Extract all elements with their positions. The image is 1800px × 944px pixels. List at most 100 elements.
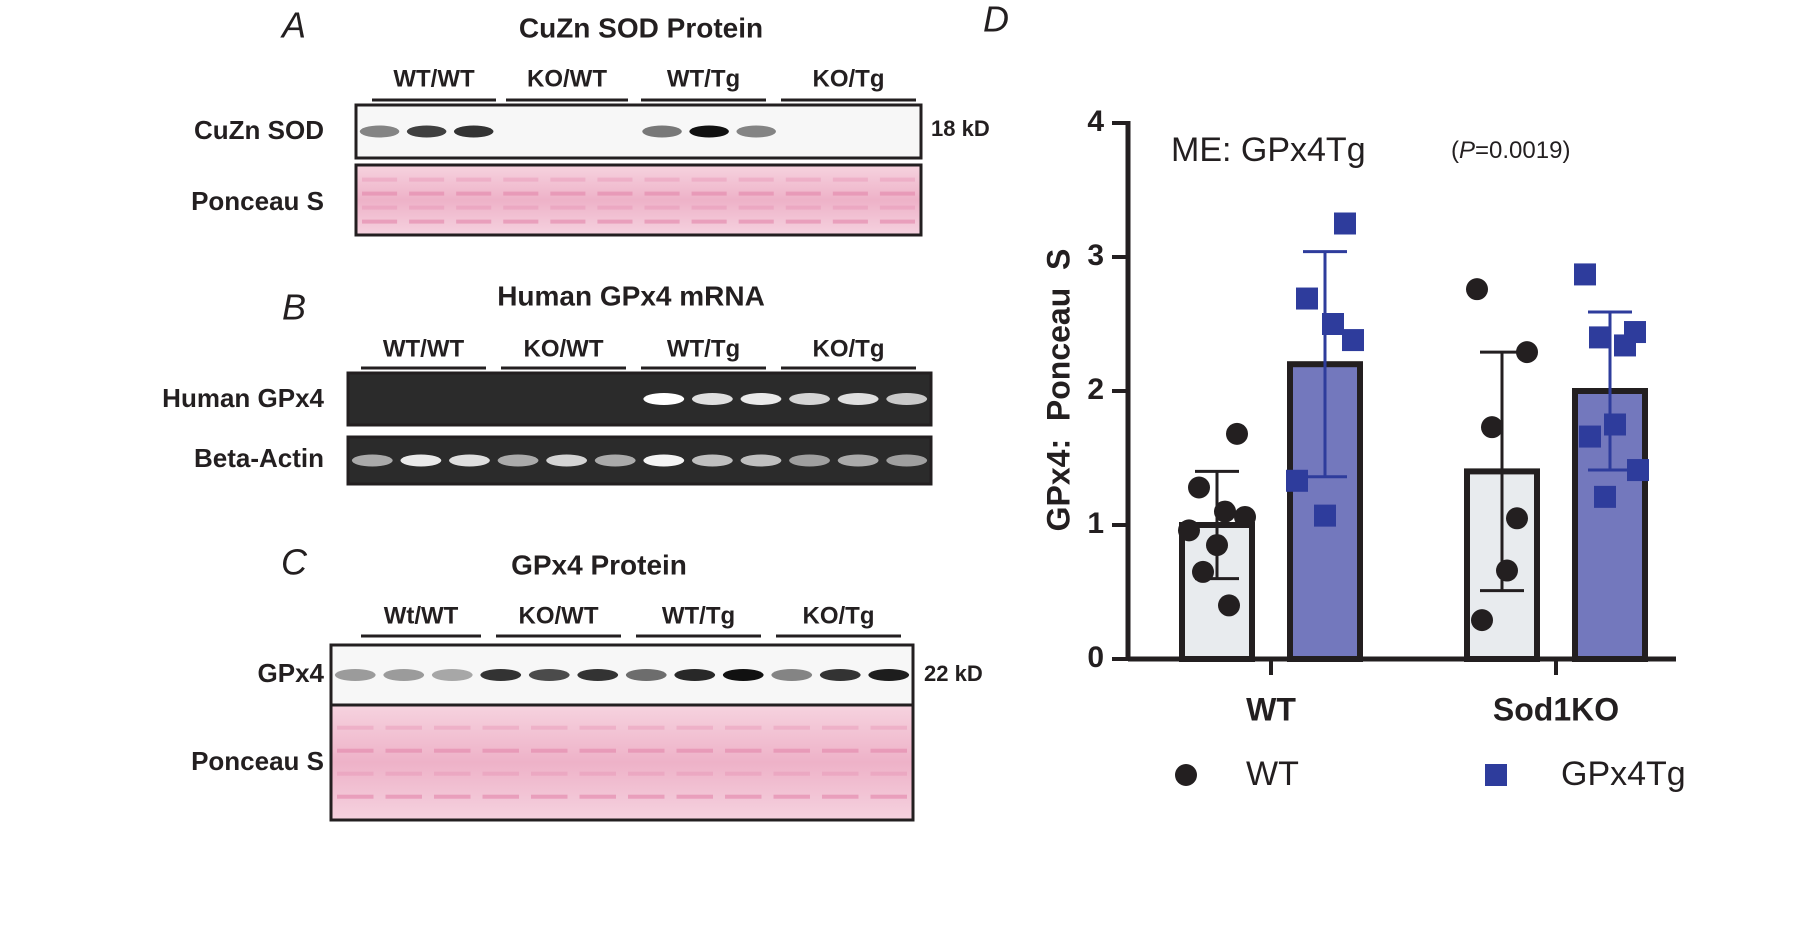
ponceau-band bbox=[785, 219, 821, 224]
band bbox=[643, 454, 685, 467]
data-point bbox=[1206, 534, 1228, 557]
ponceau-band bbox=[503, 205, 539, 210]
group-label: WT/WT bbox=[393, 65, 475, 92]
data-point bbox=[1604, 413, 1626, 436]
ponceau-band bbox=[385, 794, 422, 799]
ponceau-band bbox=[644, 177, 680, 182]
band bbox=[886, 393, 928, 405]
blot bbox=[354, 163, 923, 237]
band bbox=[480, 669, 522, 681]
band bbox=[594, 454, 636, 467]
group-label: Wt/WT bbox=[384, 602, 459, 629]
data-point bbox=[1471, 609, 1493, 632]
data-point bbox=[1218, 594, 1240, 617]
ponceau-band bbox=[597, 191, 633, 196]
panel-letter: B bbox=[282, 287, 306, 328]
panel-letter: C bbox=[281, 542, 308, 583]
ponceau-band bbox=[822, 794, 859, 799]
y-tick-label: 4 bbox=[1087, 105, 1104, 138]
ponceau-band bbox=[337, 725, 374, 730]
band bbox=[497, 454, 539, 467]
ponceau-band bbox=[434, 748, 471, 753]
band bbox=[837, 393, 879, 405]
data-point bbox=[1516, 341, 1538, 364]
blot bbox=[346, 435, 933, 486]
ponceau-band bbox=[879, 205, 915, 210]
ponceau-band bbox=[773, 771, 810, 776]
ponceau-band bbox=[482, 771, 519, 776]
ponceau-band bbox=[456, 191, 492, 196]
band bbox=[740, 454, 782, 467]
band bbox=[528, 669, 570, 681]
band bbox=[625, 669, 667, 681]
data-point bbox=[1188, 476, 1210, 499]
blot bbox=[354, 103, 923, 160]
band bbox=[674, 669, 716, 681]
size-label: 22 kD bbox=[924, 661, 983, 686]
data-point bbox=[1214, 500, 1236, 523]
ponceau-band bbox=[773, 725, 810, 730]
ponceau-band bbox=[409, 205, 445, 210]
data-point bbox=[1614, 334, 1636, 357]
band bbox=[546, 454, 588, 467]
legend-marker bbox=[1485, 764, 1507, 786]
blot bbox=[329, 643, 915, 707]
ponceau-band bbox=[644, 205, 680, 210]
band bbox=[577, 669, 619, 681]
y-tick-label: 0 bbox=[1087, 641, 1104, 674]
row-label: Ponceau S bbox=[191, 746, 324, 776]
ponceau-band bbox=[362, 191, 398, 196]
ponceau-band bbox=[725, 748, 762, 753]
ponceau-band bbox=[550, 219, 586, 224]
ponceau-band bbox=[870, 725, 907, 730]
ponceau-band bbox=[676, 771, 713, 776]
group-label: KO/WT bbox=[527, 65, 607, 92]
ponceau-band bbox=[482, 725, 519, 730]
ponceau-band bbox=[773, 748, 810, 753]
group-label: WT/WT bbox=[383, 335, 465, 362]
data-point bbox=[1506, 507, 1528, 530]
ponceau-band bbox=[676, 725, 713, 730]
band bbox=[642, 125, 682, 138]
ponceau-band bbox=[503, 219, 539, 224]
ponceau-band bbox=[482, 794, 519, 799]
row-label: CuZn SOD bbox=[194, 115, 324, 145]
ponceau-band bbox=[550, 205, 586, 210]
ponceau-band bbox=[832, 219, 868, 224]
legend-marker bbox=[1175, 764, 1197, 786]
data-point bbox=[1594, 485, 1616, 508]
data-point bbox=[1296, 287, 1318, 310]
band bbox=[689, 125, 729, 138]
data-point bbox=[1234, 505, 1256, 528]
ponceau-band bbox=[725, 794, 762, 799]
data-point bbox=[1334, 212, 1356, 235]
ponceau-band bbox=[870, 794, 907, 799]
ponceau-band bbox=[337, 748, 374, 753]
ponceau-band bbox=[531, 771, 568, 776]
ponceau-band bbox=[785, 177, 821, 182]
ponceau-band bbox=[628, 748, 665, 753]
ponceau-band bbox=[628, 794, 665, 799]
ponceau-band bbox=[434, 771, 471, 776]
band bbox=[736, 125, 776, 138]
ponceau-band bbox=[550, 191, 586, 196]
annotation-part: =0.0019) bbox=[1475, 137, 1570, 164]
group-label: KO/Tg bbox=[813, 65, 885, 92]
band bbox=[837, 454, 879, 467]
group-label: KO/Tg bbox=[803, 602, 875, 629]
ponceau-band bbox=[409, 177, 445, 182]
blot bbox=[346, 371, 933, 427]
ponceau-band bbox=[879, 177, 915, 182]
ponceau-band bbox=[628, 771, 665, 776]
ponceau-band bbox=[676, 748, 713, 753]
band bbox=[771, 669, 813, 681]
ponceau-band bbox=[579, 725, 616, 730]
annotation-part: P bbox=[1459, 137, 1475, 164]
band bbox=[351, 454, 393, 467]
legend-label: WT bbox=[1246, 755, 1299, 793]
y-tick-label: 3 bbox=[1087, 239, 1104, 272]
data-point bbox=[1314, 504, 1336, 527]
group-label: WT/Tg bbox=[662, 602, 735, 629]
band bbox=[453, 125, 494, 138]
annotation-part: ( bbox=[1451, 137, 1459, 164]
